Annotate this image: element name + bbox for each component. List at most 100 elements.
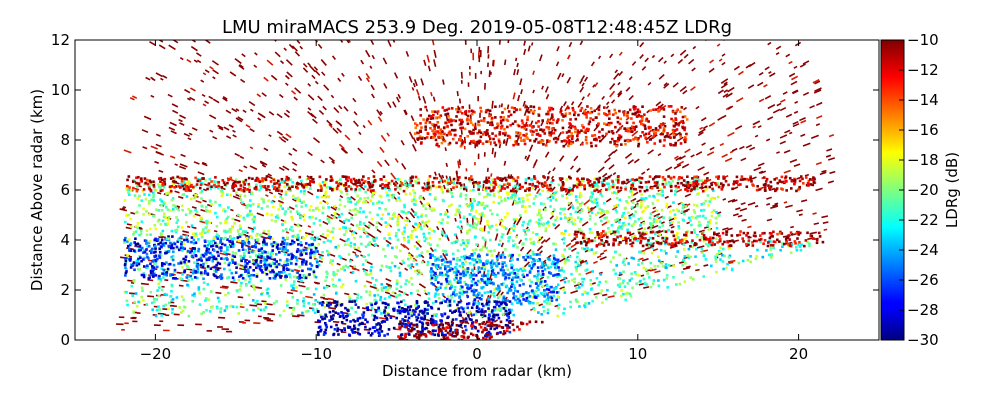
echo-cell bbox=[157, 276, 161, 280]
echo-cell bbox=[370, 217, 374, 221]
echo-cell bbox=[343, 233, 346, 237]
echo-cell bbox=[140, 295, 143, 299]
noise-gate bbox=[526, 157, 529, 161]
echo-cell bbox=[166, 218, 170, 221]
echo-cell bbox=[259, 259, 263, 263]
echo-cell bbox=[550, 296, 554, 300]
echo-cell bbox=[698, 220, 701, 224]
echo-cell bbox=[555, 263, 558, 267]
echo-cell bbox=[591, 299, 595, 303]
echo-cell bbox=[428, 252, 432, 256]
noise-gate bbox=[253, 64, 258, 68]
echo-cell bbox=[749, 260, 753, 264]
echo-cell bbox=[515, 218, 519, 221]
noise-gate bbox=[775, 45, 782, 50]
noise-gate bbox=[526, 248, 532, 255]
echo-cell bbox=[274, 220, 277, 223]
echo-cell bbox=[297, 236, 300, 239]
echo-cell bbox=[182, 257, 185, 261]
echo-cell bbox=[169, 295, 172, 298]
echo-cell bbox=[386, 194, 389, 197]
echo-cell bbox=[597, 283, 600, 287]
echo-cell bbox=[262, 198, 265, 202]
noise-gate bbox=[813, 222, 820, 226]
echo-cell bbox=[570, 220, 573, 224]
noise-gate bbox=[357, 147, 364, 154]
echo-cell bbox=[287, 268, 291, 271]
echo-cell bbox=[430, 281, 434, 285]
echo-cell bbox=[651, 282, 655, 285]
noise-gate bbox=[339, 238, 346, 243]
echo-cell bbox=[416, 177, 420, 181]
noise-gate bbox=[302, 67, 309, 73]
noise-gate bbox=[432, 96, 436, 102]
echo-cell bbox=[459, 186, 463, 190]
echo-cell bbox=[431, 229, 434, 232]
echo-cell bbox=[473, 300, 477, 303]
noise-gate bbox=[340, 147, 347, 154]
echo-cell bbox=[157, 209, 161, 212]
noise-gate bbox=[292, 147, 298, 152]
echo-cell bbox=[640, 193, 643, 196]
echo-cell bbox=[306, 309, 310, 313]
echo-cell bbox=[600, 208, 604, 212]
echo-cell bbox=[338, 203, 342, 207]
noise-gate bbox=[212, 98, 220, 104]
echo-cell bbox=[498, 287, 501, 291]
echo-cell bbox=[477, 183, 480, 187]
noise-gate bbox=[793, 110, 799, 114]
echo-cell bbox=[170, 311, 174, 315]
noise-gate bbox=[366, 232, 372, 236]
echo-cell bbox=[573, 280, 576, 284]
echo-cell bbox=[710, 211, 714, 214]
echo-cell bbox=[409, 292, 413, 295]
echo-cell bbox=[275, 245, 279, 249]
echo-cell bbox=[510, 226, 514, 230]
echo-cell bbox=[259, 184, 262, 187]
echo-cell bbox=[628, 216, 632, 220]
echo-cell bbox=[290, 215, 293, 219]
echo-cell bbox=[264, 306, 268, 309]
echo-cell bbox=[210, 245, 213, 248]
noise-gate bbox=[802, 142, 811, 147]
echo-cell bbox=[461, 239, 465, 242]
echo-cell bbox=[347, 219, 351, 222]
echo-cell bbox=[197, 288, 201, 291]
noise-gate bbox=[536, 247, 542, 252]
echo-cell bbox=[183, 305, 186, 309]
echo-cell bbox=[421, 327, 424, 330]
echo-cell bbox=[478, 184, 482, 188]
noise-gate bbox=[240, 78, 246, 83]
echo-cell bbox=[316, 236, 319, 240]
noise-gate bbox=[283, 112, 290, 118]
noise-gate bbox=[703, 225, 709, 229]
echo-cell bbox=[669, 182, 673, 185]
echo-cell bbox=[123, 290, 127, 294]
echo-cell bbox=[416, 289, 419, 293]
noise-gate bbox=[457, 160, 460, 169]
echo-cell bbox=[138, 267, 141, 271]
echo-cell bbox=[514, 184, 517, 188]
echo-cell bbox=[378, 207, 381, 210]
echo-cell bbox=[618, 253, 622, 257]
echo-cell bbox=[605, 211, 609, 214]
echo-cell bbox=[455, 258, 459, 262]
echo-cell bbox=[149, 183, 152, 186]
echo-cell bbox=[420, 251, 424, 254]
echo-cell bbox=[180, 182, 183, 186]
noise-gate bbox=[458, 98, 462, 104]
echo-cell bbox=[141, 189, 145, 193]
echo-cell bbox=[408, 192, 412, 196]
noise-gate bbox=[307, 110, 314, 118]
echo-cell bbox=[302, 236, 305, 240]
echo-cell bbox=[216, 261, 220, 265]
noise-gate bbox=[583, 259, 588, 263]
echo-cell bbox=[508, 259, 512, 263]
echo-cell bbox=[379, 298, 382, 302]
echo-cell bbox=[302, 218, 306, 222]
echo-cell bbox=[225, 305, 228, 309]
echo-cell bbox=[423, 289, 427, 293]
echo-cell bbox=[477, 266, 481, 269]
echo-cell bbox=[165, 271, 169, 274]
echo-cell bbox=[272, 270, 275, 274]
